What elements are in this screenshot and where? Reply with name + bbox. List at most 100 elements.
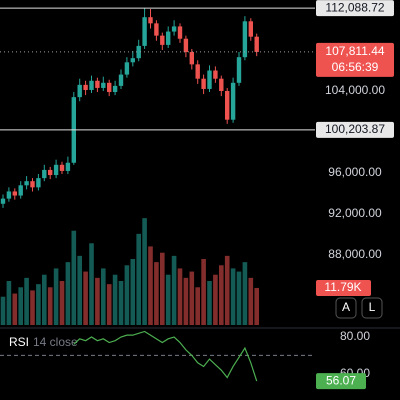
candle-body: [107, 82, 112, 93]
volume-bar: [248, 277, 254, 325]
last-price-box: [316, 42, 394, 77]
candle-body: [230, 82, 236, 120]
y-tick-label: 104,000.00: [325, 83, 385, 97]
volume-bar: [224, 255, 230, 325]
volume-bar: [47, 287, 53, 325]
candle-body: [0, 198, 6, 204]
volume-bar: [42, 274, 47, 325]
candle-body: [53, 164, 59, 176]
candle-body: [195, 64, 200, 79]
candle-body: [207, 70, 212, 89]
candle-body: [89, 80, 94, 90]
y-tick-label: 92,000.00: [328, 206, 382, 220]
candle-body: [18, 185, 23, 196]
candle-body: [254, 36, 259, 52]
volume-bar: [118, 281, 124, 325]
candle-body: [65, 162, 71, 171]
candle-body: [77, 84, 82, 98]
volume-bar: [254, 287, 259, 325]
volume-bar: [136, 233, 141, 325]
volume-bar: [236, 271, 242, 325]
volume-bar: [165, 274, 171, 325]
candle-body: [201, 78, 206, 89]
candle-body: [124, 62, 130, 75]
volume-bar: [0, 296, 6, 325]
rsi-title: RSI: [9, 335, 29, 349]
candle-body: [36, 178, 41, 188]
volume-bar: [201, 259, 206, 325]
volume-bar: [171, 255, 177, 325]
volume-bar: [24, 277, 29, 325]
volume-bar: [183, 277, 189, 325]
volume-bar: [101, 268, 106, 325]
candle-body: [160, 35, 165, 45]
volume-bar: [12, 293, 18, 325]
candle-body: [166, 31, 171, 45]
volume-bar: [106, 284, 112, 325]
candle-body: [48, 169, 53, 176]
candle-body: [83, 84, 88, 90]
candle-body: [248, 21, 253, 37]
candle-body: [171, 26, 177, 32]
volume-bar: [195, 287, 200, 325]
candle-body: [148, 17, 153, 24]
rsi-line: [73, 330, 258, 382]
candle-body: [42, 169, 47, 179]
volume-bar: [53, 268, 59, 325]
volume-bar: [6, 281, 12, 325]
candle-body: [112, 85, 118, 93]
scale-button-label[interactable]: L: [369, 300, 376, 314]
last-price-label: 107,811.44: [325, 44, 384, 58]
volume-bar: [160, 252, 165, 325]
candle-body: [154, 23, 159, 36]
candle-body: [59, 164, 65, 171]
candle-body: [6, 191, 12, 199]
candle-body: [242, 21, 248, 58]
scale-button[interactable]: [335, 297, 357, 319]
volume-bar: [148, 246, 153, 325]
candle-body: [189, 52, 194, 65]
candle-body: [12, 191, 17, 196]
y-tick-label: 96,000.00: [328, 165, 382, 179]
scale-button-label[interactable]: A: [342, 300, 350, 314]
rsi-last-label: 56.07: [326, 373, 356, 387]
candle-body: [101, 82, 106, 88]
candle-body: [177, 26, 183, 39]
candle-body: [213, 70, 218, 79]
volume-bar: [18, 287, 23, 325]
volume-bar: [242, 262, 248, 325]
candle-body: [219, 78, 224, 92]
volume-bar: [59, 281, 65, 325]
volume-bar: [130, 259, 136, 325]
candle-body: [118, 74, 124, 86]
candle-body: [95, 80, 100, 88]
candle-body: [30, 181, 35, 188]
volume-bar: [142, 218, 147, 325]
candle-body: [142, 17, 147, 46]
candle-body: [183, 38, 189, 53]
level-label-box: [316, 121, 394, 138]
volume-bar: [124, 265, 130, 325]
volume-bar: [112, 274, 118, 325]
candle-body: [236, 57, 242, 83]
volume-label-box: [316, 279, 371, 296]
rsi-params: 14 close: [33, 335, 78, 349]
candle-body: [130, 58, 135, 63]
candle-body: [136, 45, 141, 59]
volume-bar: [65, 262, 71, 325]
level-label: 100,203.87: [325, 122, 385, 136]
volume-bar: [177, 268, 183, 325]
volume-bar: [71, 230, 77, 325]
candle-body: [24, 181, 29, 186]
volume-bar: [189, 271, 195, 325]
countdown-label: 06:56:39: [332, 60, 379, 74]
level-label: 112,088.72: [325, 0, 384, 14]
volume-bar: [213, 274, 218, 325]
volume-bar: [89, 243, 94, 325]
volume-bar: [95, 277, 100, 325]
volume-bar: [77, 255, 82, 325]
scale-button[interactable]: [361, 297, 383, 319]
level-label-box: [316, 0, 394, 17]
volume-bar: [230, 268, 236, 325]
